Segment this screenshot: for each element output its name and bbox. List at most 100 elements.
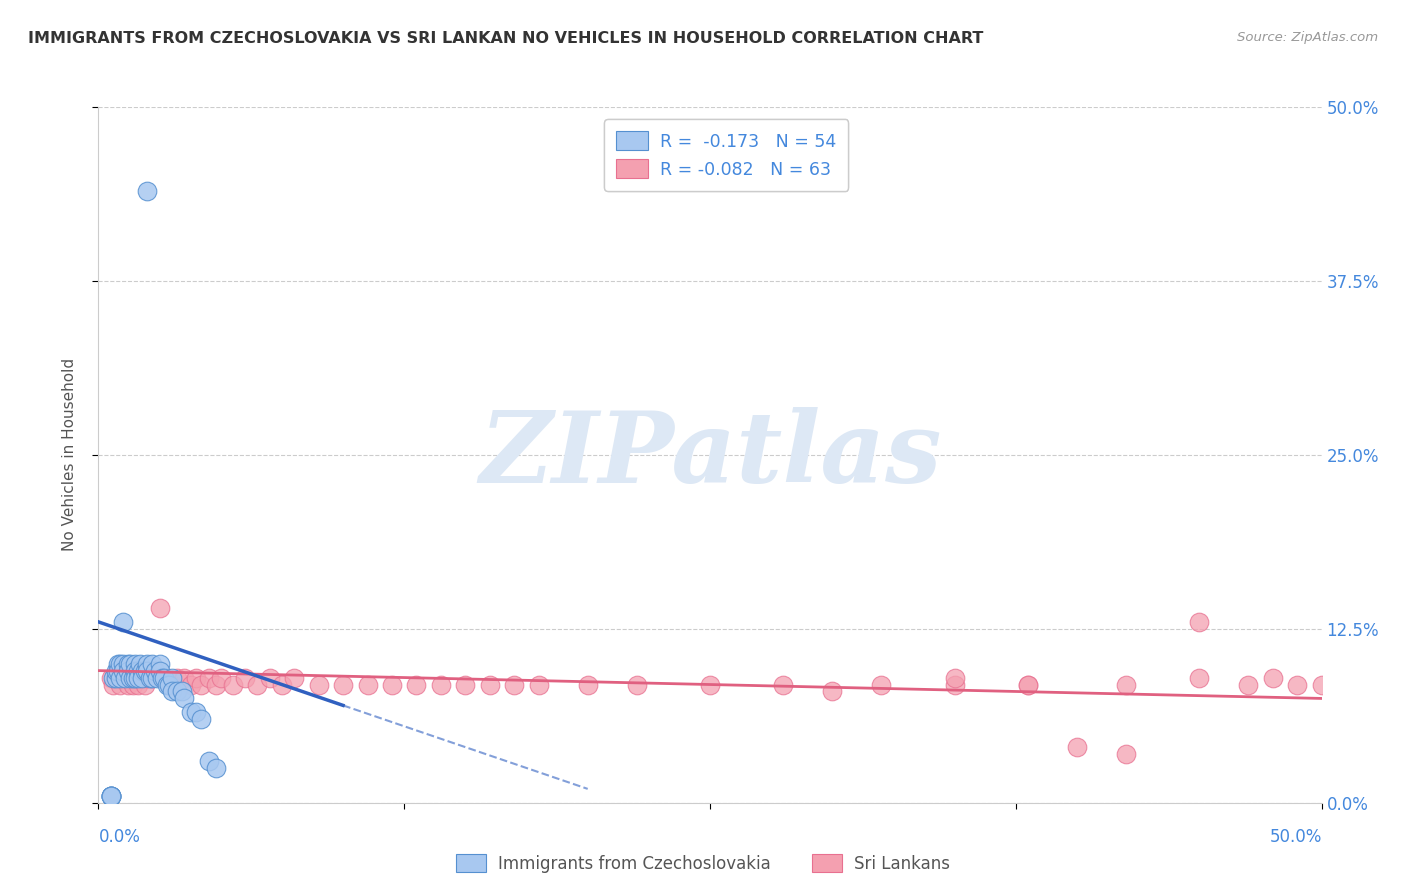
Point bbox=[114, 671, 136, 685]
Point bbox=[943, 671, 966, 685]
Point bbox=[166, 684, 188, 698]
Point bbox=[430, 677, 453, 691]
Point bbox=[246, 677, 269, 691]
Point bbox=[259, 671, 281, 685]
Point bbox=[114, 671, 136, 685]
Point bbox=[699, 677, 721, 691]
Point bbox=[101, 677, 124, 691]
Point bbox=[107, 657, 129, 671]
Point bbox=[120, 657, 142, 671]
Point bbox=[117, 677, 139, 691]
Point bbox=[160, 671, 183, 685]
Point bbox=[100, 789, 122, 803]
Point bbox=[180, 706, 202, 720]
Point bbox=[104, 664, 127, 678]
Text: IMMIGRANTS FROM CZECHOSLOVAKIA VS SRI LANKAN NO VEHICLES IN HOUSEHOLD CORRELATIO: IMMIGRANTS FROM CZECHOSLOVAKIA VS SRI LA… bbox=[28, 31, 983, 46]
Point bbox=[111, 671, 134, 685]
Point bbox=[153, 671, 176, 685]
Text: Source: ZipAtlas.com: Source: ZipAtlas.com bbox=[1237, 31, 1378, 45]
Point bbox=[190, 712, 212, 726]
Point bbox=[127, 671, 149, 685]
Point bbox=[156, 677, 179, 691]
Point bbox=[308, 677, 330, 691]
Point bbox=[111, 657, 134, 671]
Point bbox=[136, 671, 159, 685]
Point bbox=[454, 677, 477, 691]
Point bbox=[197, 671, 219, 685]
Point bbox=[104, 671, 127, 685]
Point bbox=[141, 671, 163, 685]
Point bbox=[124, 671, 146, 685]
Point bbox=[170, 684, 193, 698]
Point bbox=[127, 664, 149, 678]
Point bbox=[104, 671, 127, 685]
Y-axis label: No Vehicles in Household: No Vehicles in Household bbox=[62, 359, 77, 551]
Point bbox=[1188, 615, 1211, 629]
Point bbox=[136, 664, 159, 678]
Point bbox=[141, 671, 163, 685]
Point bbox=[332, 677, 354, 691]
Point bbox=[131, 664, 153, 678]
Point bbox=[110, 671, 132, 685]
Point bbox=[1286, 677, 1309, 691]
Point bbox=[205, 761, 228, 775]
Point bbox=[1188, 671, 1211, 685]
Point bbox=[101, 671, 124, 685]
Point bbox=[110, 657, 132, 671]
Point bbox=[120, 671, 142, 685]
Point bbox=[156, 671, 179, 685]
Point bbox=[160, 684, 183, 698]
Point bbox=[160, 677, 183, 691]
Point bbox=[478, 677, 501, 691]
Point bbox=[143, 664, 166, 678]
Point bbox=[1017, 677, 1039, 691]
Point bbox=[209, 671, 232, 685]
Point bbox=[131, 671, 153, 685]
Legend: Immigrants from Czechoslovakia, Sri Lankans: Immigrants from Czechoslovakia, Sri Lank… bbox=[450, 847, 956, 880]
Point bbox=[222, 677, 245, 691]
Point bbox=[1310, 677, 1333, 691]
Point bbox=[107, 671, 129, 685]
Point bbox=[129, 671, 152, 685]
Point bbox=[139, 671, 162, 685]
Point bbox=[173, 691, 195, 706]
Point bbox=[186, 706, 208, 720]
Point bbox=[1261, 671, 1284, 685]
Point bbox=[100, 789, 122, 803]
Point bbox=[100, 789, 122, 803]
Point bbox=[110, 677, 132, 691]
Point bbox=[772, 677, 794, 691]
Text: ZIPatlas: ZIPatlas bbox=[479, 407, 941, 503]
Point bbox=[100, 671, 122, 685]
Point bbox=[111, 664, 134, 678]
Point bbox=[149, 601, 172, 615]
Point bbox=[356, 677, 378, 691]
Text: 50.0%: 50.0% bbox=[1270, 828, 1322, 846]
Point bbox=[149, 664, 172, 678]
Point bbox=[503, 677, 526, 691]
Point bbox=[197, 754, 219, 768]
Point bbox=[180, 677, 202, 691]
Point bbox=[124, 657, 146, 671]
Legend: R =  -0.173   N = 54, R = -0.082   N = 63: R = -0.173 N = 54, R = -0.082 N = 63 bbox=[605, 120, 848, 191]
Point bbox=[100, 789, 122, 803]
Point bbox=[149, 657, 172, 671]
Point bbox=[146, 671, 169, 685]
Point bbox=[131, 671, 153, 685]
Point bbox=[205, 677, 228, 691]
Point bbox=[1066, 740, 1088, 755]
Point bbox=[190, 677, 212, 691]
Point bbox=[107, 664, 129, 678]
Point bbox=[1115, 677, 1137, 691]
Point bbox=[405, 677, 427, 691]
Point bbox=[173, 671, 195, 685]
Point bbox=[124, 664, 146, 678]
Point bbox=[233, 671, 256, 685]
Point bbox=[117, 664, 139, 678]
Point bbox=[283, 671, 305, 685]
Point bbox=[134, 664, 156, 678]
Point bbox=[626, 677, 648, 691]
Point bbox=[821, 684, 844, 698]
Point bbox=[1017, 677, 1039, 691]
Point bbox=[381, 677, 404, 691]
